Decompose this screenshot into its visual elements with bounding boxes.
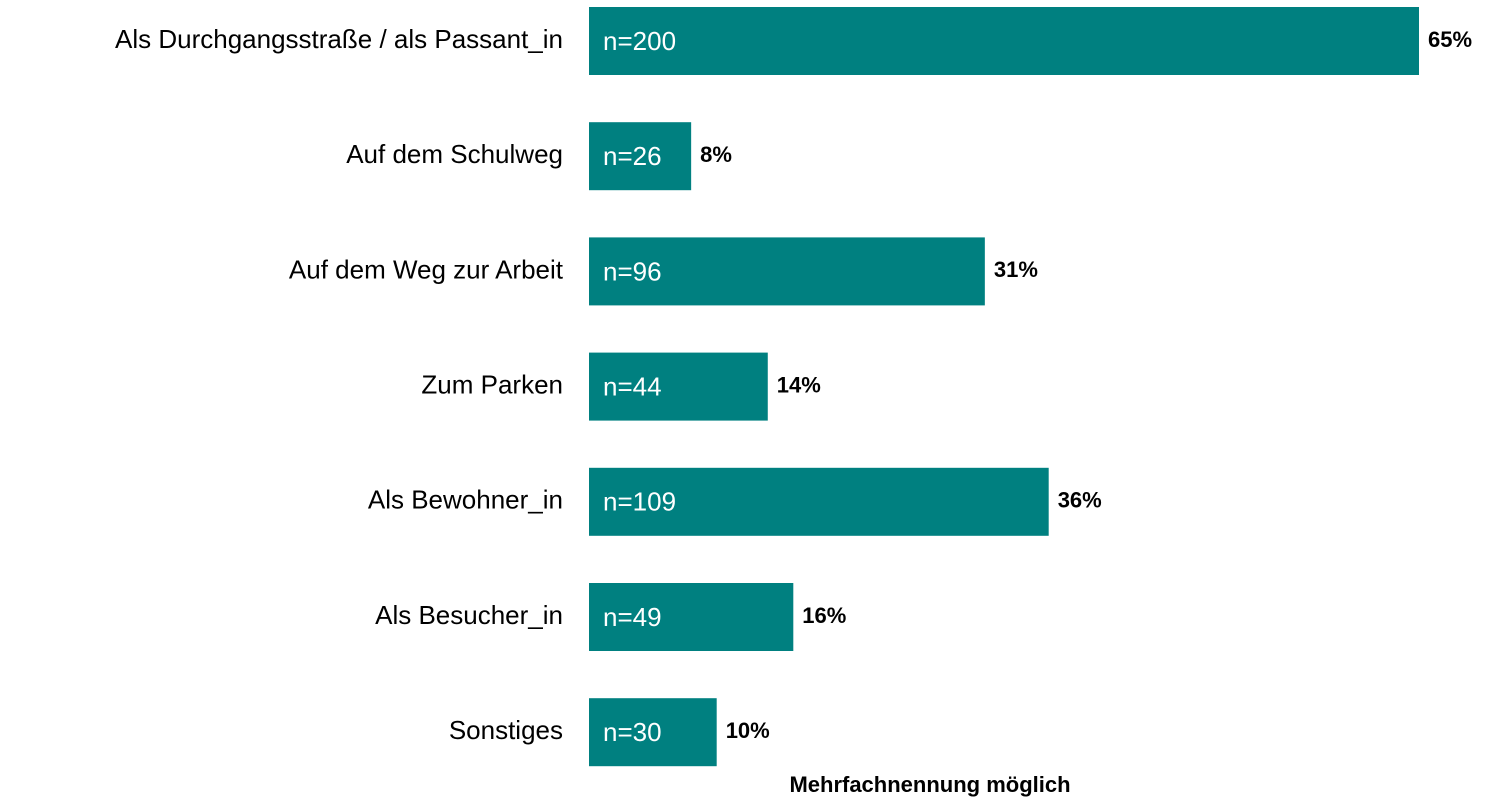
bar-label: n=44 [603, 371, 662, 401]
bar-label: n=109 [603, 487, 676, 517]
bar [589, 467, 1049, 536]
category-label: Als Durchgangsstraße / als Passant_in [115, 24, 563, 54]
value-label: 16% [802, 603, 846, 628]
bar [589, 583, 794, 651]
bar [589, 698, 717, 767]
category-label: Auf dem Weg zur Arbeit [289, 254, 564, 284]
bar-label: n=30 [603, 717, 662, 747]
bar [589, 122, 692, 191]
footnote: Mehrfachnennung möglich [789, 772, 1070, 797]
value-label: 36% [1058, 488, 1102, 513]
value-label: 10% [726, 718, 770, 743]
value-label: 31% [994, 257, 1038, 282]
bar [589, 237, 985, 306]
bar [589, 7, 1419, 75]
value-label: 14% [777, 372, 821, 397]
bar-label: n=96 [603, 256, 662, 286]
category-label: Zum Parken [421, 369, 563, 399]
bar-label: n=200 [603, 26, 676, 56]
category-label: Als Bewohner_in [368, 485, 563, 515]
bar-label: n=49 [603, 602, 662, 632]
value-label: 65% [1428, 27, 1472, 52]
bar [589, 352, 768, 421]
value-label: 8% [700, 142, 732, 167]
bar-label: n=26 [603, 141, 662, 171]
category-label: Auf dem Schulweg [346, 139, 563, 169]
category-label: Sonstiges [449, 715, 563, 745]
category-label: Als Besucher_in [375, 600, 563, 630]
